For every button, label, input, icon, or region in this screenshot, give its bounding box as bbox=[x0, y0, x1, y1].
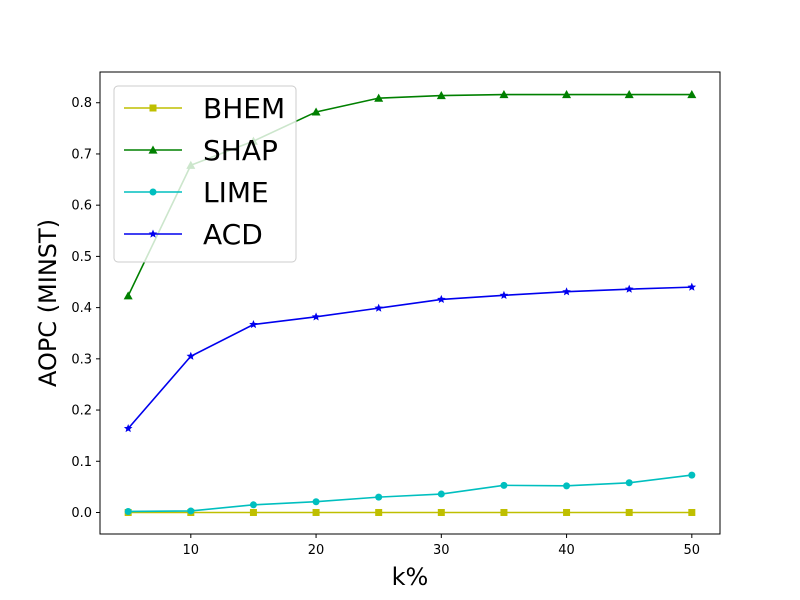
data-point-bhem bbox=[500, 508, 508, 516]
data-point-acd bbox=[374, 303, 383, 312]
data-point-bhem bbox=[688, 508, 696, 516]
data-point-shap bbox=[687, 90, 697, 99]
data-point-lime bbox=[375, 493, 383, 501]
y-tick-label: 0.2 bbox=[71, 404, 92, 419]
data-point-acd bbox=[311, 312, 321, 321]
y-tick-label: 0.5 bbox=[71, 250, 92, 265]
data-point-shap bbox=[311, 107, 321, 116]
plot-frame bbox=[99, 71, 721, 535]
legend-label-acd: ACD bbox=[203, 218, 263, 251]
data-point-acd bbox=[186, 351, 196, 360]
data-point-lime bbox=[249, 501, 257, 509]
data-point-bhem bbox=[625, 508, 633, 516]
x-tick-label: 20 bbox=[308, 543, 325, 558]
x-tick-label: 10 bbox=[183, 543, 200, 558]
y-axis: 0.0 0.1 0.2 0.3 0.4 0.5 0.6 0.7 0.8 bbox=[71, 96, 100, 521]
data-point-acd bbox=[687, 282, 697, 291]
data-point-lime bbox=[500, 481, 508, 489]
y-tick-label: 0.7 bbox=[71, 147, 92, 162]
data-point-acd bbox=[249, 320, 258, 329]
data-point-lime bbox=[688, 471, 696, 479]
y-tick-label: 0.3 bbox=[71, 352, 92, 367]
y-tick-label: 0.6 bbox=[71, 199, 92, 214]
data-point-lime bbox=[437, 490, 445, 498]
series-line-lime bbox=[128, 474, 692, 513]
data-point-bhem bbox=[437, 508, 445, 516]
legend: BHEM SHAP LIME ACD bbox=[113, 85, 297, 263]
data-point-lime bbox=[124, 507, 132, 515]
data-point-bhem bbox=[563, 508, 571, 516]
data-point-shap bbox=[436, 91, 446, 100]
legend-marker-acd bbox=[148, 229, 158, 238]
data-point-acd bbox=[499, 290, 509, 299]
legend-label-bhem: BHEM bbox=[203, 92, 285, 125]
data-point-lime bbox=[563, 482, 571, 490]
data-point-lime bbox=[625, 479, 633, 487]
y-axis-title: AOPC (MINST) bbox=[34, 219, 62, 387]
x-tick-label: 50 bbox=[684, 543, 701, 558]
legend-label-lime: LIME bbox=[203, 176, 269, 209]
y-tick-label: 0.8 bbox=[71, 96, 92, 111]
data-point-acd bbox=[123, 423, 133, 433]
data-point-shap bbox=[499, 90, 509, 99]
data-point-lime bbox=[187, 507, 195, 515]
x-axis-title: k% bbox=[392, 563, 429, 591]
legend-marker-shap bbox=[148, 145, 158, 154]
legend-label-shap: SHAP bbox=[203, 134, 278, 167]
data-point-acd bbox=[624, 284, 634, 293]
series-line-acd bbox=[127, 286, 692, 430]
x-axis: 10 20 30 40 50 bbox=[183, 534, 701, 558]
data-point-bhem bbox=[249, 508, 257, 516]
data-point-shap bbox=[624, 90, 634, 99]
x-tick-label: 40 bbox=[558, 543, 575, 558]
legend-marker-bhem bbox=[149, 104, 157, 112]
series-lime bbox=[124, 471, 696, 515]
legend-marker-lime bbox=[149, 188, 157, 196]
data-point-bhem bbox=[312, 508, 320, 516]
data-point-acd bbox=[562, 287, 571, 296]
legend-box bbox=[113, 85, 297, 263]
data-point-acd bbox=[437, 294, 446, 304]
data-point-shap bbox=[562, 90, 572, 99]
y-tick-label: 0.1 bbox=[71, 455, 92, 470]
data-point-lime bbox=[312, 498, 320, 506]
series-acd bbox=[123, 282, 697, 433]
data-point-shap bbox=[374, 93, 384, 102]
y-tick-label: 0.4 bbox=[71, 301, 92, 316]
x-tick-label: 30 bbox=[433, 543, 450, 558]
data-point-shap bbox=[123, 291, 133, 300]
y-tick-label: 0.0 bbox=[71, 506, 92, 521]
data-point-bhem bbox=[375, 508, 383, 516]
